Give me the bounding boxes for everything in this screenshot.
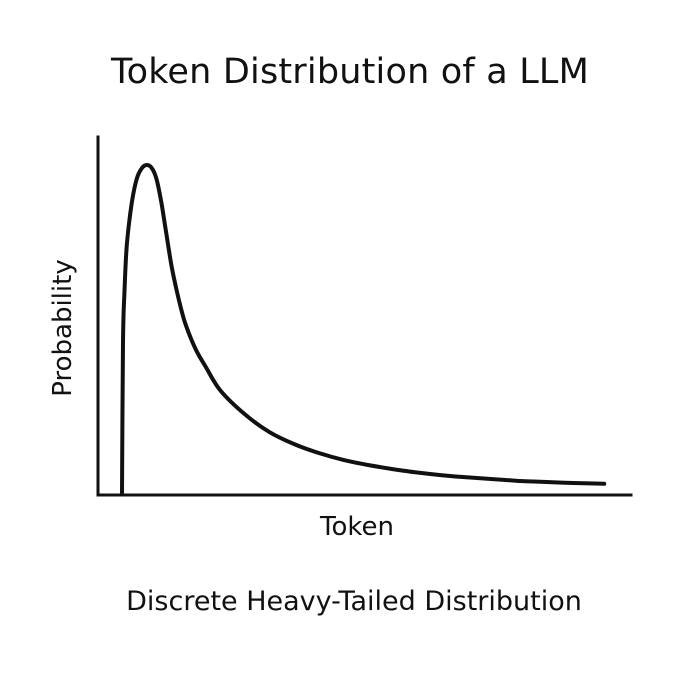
x-axis-label: Token bbox=[320, 512, 394, 542]
y-axis-label: Probability bbox=[48, 259, 78, 397]
chart-subtitle: Discrete Heavy-Tailed Distribution bbox=[126, 586, 582, 617]
chart-title: Token Distribution of a LLM bbox=[110, 52, 590, 92]
distribution-curve bbox=[120, 162, 607, 495]
